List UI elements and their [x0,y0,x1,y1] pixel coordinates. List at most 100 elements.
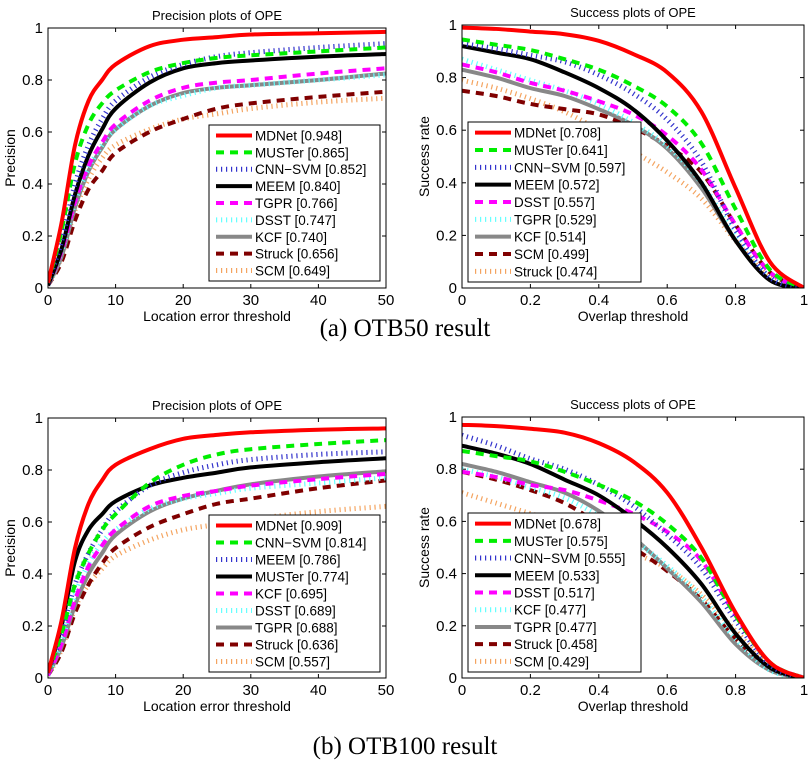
x-tick-label: 10 [107,682,124,699]
x-axis-label: Location error threshold [143,698,291,714]
x-tick-label: 0.8 [725,682,746,699]
y-tick-label: 0.6 [22,124,43,141]
legend-entry: Struck [0.636] [255,638,338,653]
y-axis-label: Success rate [416,116,432,197]
legend-entry: KCF [0.514] [514,230,586,245]
legend-entry: SCM [0.557] [255,655,330,670]
x-tick-label: 40 [310,682,327,699]
x-tick-label: 10 [107,292,124,309]
legend-entry: MDNet [0.708] [514,126,601,141]
series-line [48,89,386,287]
legend: MDNet [0.708] MUSTer [0.641] CNN−SVM [0.59… [467,121,642,283]
y-tick-label: 0.4 [22,176,43,193]
legend-entry: Struck [0.458] [514,637,597,652]
y-tick-label: 0 [35,280,43,297]
legend-entry: SCM [0.499] [514,247,589,262]
y-tick-label: 0.6 [22,514,43,531]
legend-entry: MDNet [0.948] [255,128,342,143]
legend-entry: KCF [0.695] [255,587,327,602]
series-line [462,25,804,288]
x-tick-label: 0.4 [588,682,609,699]
x-axis-label: Overlap threshold [578,698,689,714]
legend-entry: MEEM [0.786] [255,553,341,568]
y-axis-label: Success rate [416,507,432,588]
series-line [48,438,386,674]
series-line [462,422,804,678]
series-line [462,62,804,288]
legend-entry: MUSTer [0.641] [514,143,608,158]
legend-entry: SCM [0.429] [514,654,589,669]
chart-2: Precision plots of OPE Location error thr… [2,398,394,714]
series-line [48,426,386,674]
y-tick-label: 0.2 [22,618,43,635]
chart-title: Success plots of OPE [570,397,696,412]
y-tick-label: 0.8 [436,461,457,478]
legend-entry: DSST [0.557] [514,195,595,210]
legend: MDNet [0.909] CNN−SVM [0.814] MEEM [0.786]… [208,514,381,673]
x-tick-label: 0 [44,292,52,309]
legend-entry: SCM [0.649] [255,264,330,279]
chart-0: Precision plots of OPE Location error thr… [2,8,394,324]
axes-frame [47,417,387,679]
legend-entry: CNN−SVM [0.852] [255,162,366,177]
legend: MDNet [0.948] MUSTer [0.865] CNN−SVM [0.85… [208,124,381,282]
series-line [48,45,386,284]
y-tick-label: 0.2 [436,618,457,635]
legend-entry: DSST [0.689] [255,604,336,619]
series-line [462,490,804,678]
y-tick-label: 0.4 [436,175,457,192]
y-tick-label: 0.4 [436,566,457,583]
legend-entry: DSST [0.517] [514,586,595,601]
y-tick-label: 0.6 [436,513,457,530]
legend-entry: KCF [0.477] [514,603,586,618]
legend-entry: CNN−SVM [0.814] [255,536,366,551]
x-tick-label: 30 [242,682,259,699]
legend-entry: MEEM [0.572] [514,178,600,193]
x-tick-label: 0.8 [725,292,746,309]
caption-otb100: (b) OTB100 result [313,733,498,760]
y-tick-label: 0.6 [436,122,457,139]
series-line [462,77,804,288]
legend-entry: TGPR [0.477] [514,620,597,635]
chart-title: Precision plots of OPE [152,398,282,413]
x-tick-label: 50 [378,292,395,309]
y-axis-label: Precision [2,129,18,187]
x-tick-label: 0.6 [657,682,678,699]
series-line [462,37,804,288]
x-tick-label: 0.4 [588,292,609,309]
legend-entry: Struck [0.474] [514,264,597,279]
chart-3: Success plots of OPE Overlap threshold Suc… [416,397,808,714]
series-line [462,56,804,288]
x-tick-label: 1 [800,292,808,309]
y-tick-label: 0 [35,670,43,687]
axes-frame [461,416,805,679]
y-tick-label: 0 [449,670,457,687]
y-tick-label: 1 [449,17,457,34]
legend-entry: MEEM [0.840] [255,179,341,194]
legend-entry: MUSTer [0.774] [255,570,349,585]
series-line [48,41,386,284]
chart-1: Success plots of OPE Overlap threshold Suc… [416,5,808,324]
legend-entry: MDNet [0.909] [255,519,342,534]
y-axis-label: Precision [2,519,18,577]
y-tick-label: 0.4 [22,566,43,583]
series-line [48,471,386,677]
x-tick-label: 0 [458,292,466,309]
legend-entry: TGPR [0.766] [255,196,338,211]
chart-title: Success plots of OPE [570,5,696,20]
series-line [48,52,386,287]
legend-entry: CNN−SVM [0.555] [514,551,625,566]
x-tick-label: 20 [175,292,192,309]
legend-entry: TGPR [0.529] [514,212,597,227]
x-tick-label: 50 [378,682,395,699]
legend-entry: KCF [0.740] [255,230,327,245]
legend: MDNet [0.678] MUSTer [0.575] CNN−SVM [0.55… [467,512,642,673]
y-tick-label: 1 [35,20,43,37]
caption-otb50: (a) OTB50 result [320,315,491,342]
y-tick-label: 0 [449,280,457,297]
legend-entry: CNN−SVM [0.597] [514,160,625,175]
x-tick-label: 40 [310,292,327,309]
legend-entry: DSST [0.747] [255,213,336,228]
axes-frame [461,24,805,289]
